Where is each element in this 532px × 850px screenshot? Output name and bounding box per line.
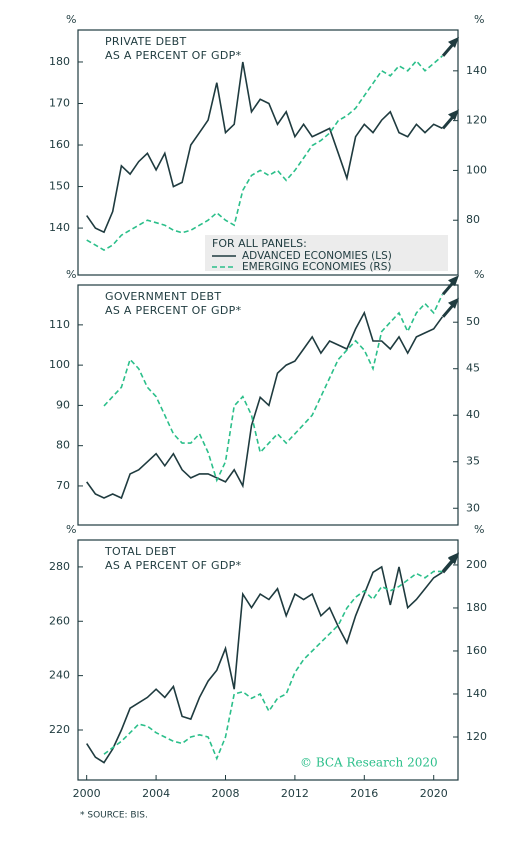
y2-axis-unit: % (474, 13, 484, 26)
legend-label: ADVANCED ECONOMIES (LS) (242, 250, 392, 262)
y-axis-unit: % (66, 268, 76, 281)
y2-tick-label: 40 (466, 408, 480, 421)
series-line (103, 293, 444, 483)
y-tick-label: 280 (49, 560, 70, 573)
y2-tick-label: 200 (466, 558, 487, 571)
y2-axis-unit: % (474, 268, 484, 281)
panel-subtitle: AS A PERCENT OF GDP* (105, 49, 242, 62)
y-tick-label: 70 (56, 479, 70, 492)
y-tick-label: 110 (49, 318, 70, 331)
y2-tick-label: 30 (466, 501, 480, 514)
x-tick-label: 2020 (420, 787, 448, 800)
trend-arrow-head (448, 36, 459, 48)
legend-title: FOR ALL PANELS: (212, 237, 307, 250)
y-axis-unit: % (66, 523, 76, 536)
y-tick-label: 90 (56, 398, 70, 411)
legend-box (205, 235, 448, 271)
y-tick-label: 160 (49, 138, 70, 151)
y2-tick-label: 45 (466, 362, 480, 375)
y2-tick-label: 160 (466, 644, 487, 657)
y2-tick-label: 80 (466, 213, 480, 226)
trend-arrow-head (448, 109, 459, 121)
y2-tick-label: 140 (466, 687, 487, 700)
x-tick-label: 2016 (350, 787, 378, 800)
y-tick-label: 150 (49, 180, 70, 193)
trend-arrow-head (448, 552, 459, 564)
legend-label: EMERGING ECONOMIES (RS) (242, 261, 391, 273)
trend-arrow-head (448, 275, 459, 287)
y2-axis-unit: % (474, 523, 484, 536)
y2-tick-label: 35 (466, 455, 480, 468)
x-tick-label: 2012 (281, 787, 309, 800)
y-tick-label: 170 (49, 97, 70, 110)
y2-tick-label: 50 (466, 315, 480, 328)
series-line (86, 565, 443, 764)
y-tick-label: 220 (49, 723, 70, 736)
x-tick-label: 2008 (211, 787, 239, 800)
x-tick-label: 2000 (73, 787, 101, 800)
y-tick-label: 140 (49, 221, 70, 234)
x-tick-label: 2004 (142, 787, 170, 800)
y2-tick-label: 120 (466, 730, 487, 743)
trend-arrow-head (448, 297, 459, 309)
panel-subtitle: AS A PERCENT OF GDP* (105, 559, 242, 572)
plot-frame (77, 539, 459, 781)
y2-tick-label: 100 (466, 163, 487, 176)
source-note: * SOURCE: BIS. (80, 811, 148, 821)
y2-tick-label: 140 (466, 64, 487, 77)
y-tick-label: 260 (49, 614, 70, 627)
y-tick-label: 100 (49, 358, 70, 371)
series-line (86, 310, 444, 500)
y-axis-unit: % (66, 13, 76, 26)
y-tick-label: 180 (49, 55, 70, 68)
panel-subtitle: AS A PERCENT OF GDP* (105, 304, 242, 317)
series-line (86, 61, 443, 234)
panel-title: GOVERNMENT DEBT (105, 290, 221, 303)
y2-tick-label: 120 (466, 114, 487, 127)
y2-tick-label: 180 (466, 601, 487, 614)
panel-title: TOTAL DEBT (104, 545, 176, 558)
y-tick-label: 240 (49, 669, 70, 682)
series-line (103, 570, 443, 761)
credit: © BCA Research 2020 (300, 756, 438, 770)
plot-frame (77, 29, 459, 276)
y-tick-label: 80 (56, 439, 70, 452)
series-line (86, 55, 443, 252)
panel-title: PRIVATE DEBT (105, 35, 186, 48)
